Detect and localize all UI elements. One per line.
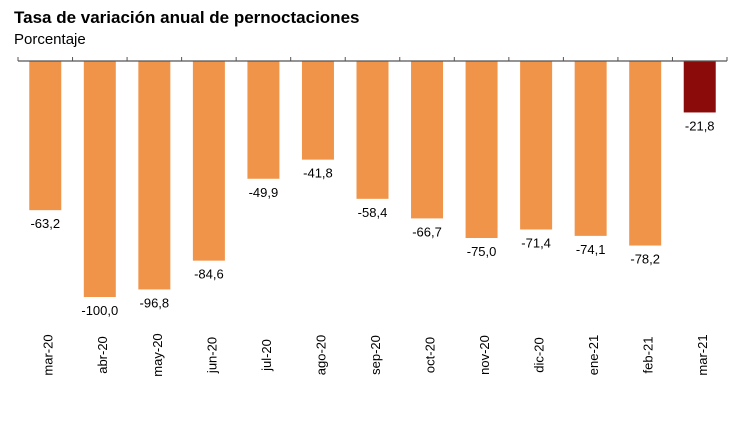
bar-sep-20 xyxy=(356,61,389,199)
bar-mar-20 xyxy=(29,61,62,211)
chart-subtitle: Porcentaje xyxy=(14,31,86,48)
x-tick-label-dic-20: dic-20 xyxy=(532,337,547,372)
bar-feb-21 xyxy=(629,61,662,246)
x-tick-label-jul-20: jul-20 xyxy=(259,339,274,372)
data-label-jun-20: -84,6 xyxy=(194,267,224,282)
data-label-oct-20: -66,7 xyxy=(412,224,442,239)
bar-mar-21 xyxy=(683,61,716,113)
x-tick-label-ene-21: ene-21 xyxy=(586,335,601,375)
data-label-jul-20: -49,9 xyxy=(249,185,279,200)
x-tick-label-feb-21: feb-21 xyxy=(641,337,656,374)
x-tick-label-jun-20: jun-20 xyxy=(204,337,219,374)
data-label-ene-21: -74,1 xyxy=(576,242,606,257)
bar-dic-20 xyxy=(520,61,553,230)
data-label-mar-20: -63,2 xyxy=(30,216,60,231)
bar-oct-20 xyxy=(411,61,444,219)
data-label-sep-20: -58,4 xyxy=(358,205,388,220)
x-tick-label-oct-20: oct-20 xyxy=(422,337,437,373)
data-label-mar-21: -21,8 xyxy=(685,118,715,133)
bar-nov-20 xyxy=(465,61,498,238)
x-tick-label-sep-20: sep-20 xyxy=(368,335,383,375)
data-label-may-20: -96,8 xyxy=(140,295,170,310)
x-tick-label-nov-20: nov-20 xyxy=(477,335,492,375)
bar-abr-20 xyxy=(83,61,116,297)
x-tick-label-mar-20: mar-20 xyxy=(41,334,56,375)
bar-may-20 xyxy=(138,61,171,290)
bar-jun-20 xyxy=(192,61,225,261)
x-tick-label-mar-21: mar-21 xyxy=(695,334,710,375)
bar-jul-20 xyxy=(247,61,280,179)
data-label-abr-20: -100,0 xyxy=(81,303,118,318)
x-tick-label-ago-20: ago-20 xyxy=(313,335,328,375)
chart-title: Tasa de variación anual de pernoctacione… xyxy=(14,8,360,27)
bar-ago-20 xyxy=(301,61,334,160)
data-label-feb-21: -78,2 xyxy=(630,252,660,267)
x-tick-label-may-20: may-20 xyxy=(150,333,165,376)
data-label-ago-20: -41,8 xyxy=(303,166,333,181)
bar-ene-21 xyxy=(574,61,607,236)
data-label-dic-20: -71,4 xyxy=(521,236,551,251)
data-label-nov-20: -75,0 xyxy=(467,244,497,259)
x-tick-label-abr-20: abr-20 xyxy=(95,336,110,374)
